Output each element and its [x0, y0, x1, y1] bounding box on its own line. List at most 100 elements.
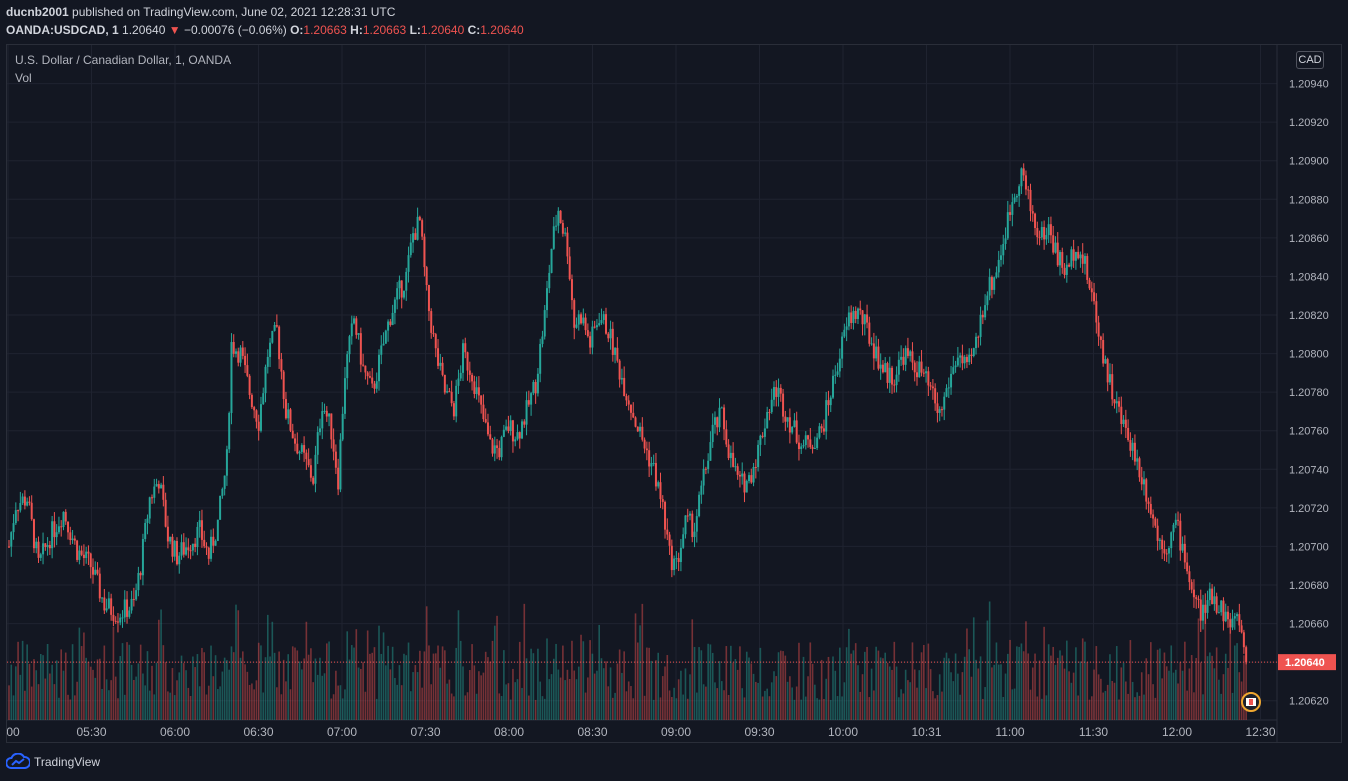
- candle-body: [856, 308, 859, 319]
- volume-bar: [344, 689, 346, 720]
- candle-body: [1145, 479, 1148, 502]
- candle-body: [1029, 189, 1032, 212]
- candle-body: [841, 336, 844, 359]
- volume-bar: [966, 628, 968, 720]
- candle-body: [1152, 514, 1155, 519]
- candle-body: [981, 314, 984, 318]
- x-tick-label: 11:00: [995, 725, 1024, 739]
- candle-body: [82, 554, 85, 559]
- volume-bar: [1202, 694, 1204, 720]
- candle-body: [620, 377, 623, 380]
- volume-bar: [650, 660, 653, 720]
- candle-body: [505, 426, 508, 430]
- candle-body: [1061, 252, 1064, 268]
- candle-body: [979, 314, 982, 337]
- candle-body: [679, 547, 682, 563]
- candle-body: [266, 356, 269, 367]
- volume-bar: [444, 650, 446, 720]
- candle-body: [689, 513, 691, 516]
- candle-body: [561, 223, 564, 234]
- candle-body: [1174, 519, 1177, 525]
- candle-body: [591, 326, 594, 348]
- candle-body: [151, 497, 154, 499]
- volume-bar: [160, 609, 162, 720]
- candle-body: [995, 272, 998, 278]
- volume-bar: [995, 642, 998, 720]
- candle-body: [398, 280, 401, 289]
- volume-bar: [78, 627, 81, 720]
- candle-body: [927, 371, 930, 386]
- candle-body: [766, 412, 769, 429]
- volume-bar: [1004, 673, 1007, 720]
- candle-body: [1059, 252, 1062, 266]
- y-tick-label: 1.20740: [1289, 464, 1329, 476]
- price-chart[interactable]: 1.20940 1.20920 1.20900 1.20880 1.20860 1.208…: [7, 45, 1342, 742]
- candle-body: [96, 569, 99, 574]
- candle-body: [480, 395, 483, 405]
- currency-badge[interactable]: CAD: [1296, 51, 1324, 69]
- candle-body: [26, 501, 29, 506]
- candle-body: [559, 210, 562, 224]
- volume-bar: [696, 692, 698, 720]
- candle-body: [807, 435, 810, 440]
- volume-bar: [827, 656, 830, 720]
- volume-label[interactable]: Vol: [15, 71, 32, 85]
- candle-body: [1002, 243, 1005, 256]
- volume-bar: [807, 676, 809, 720]
- last-price-tag: [1278, 654, 1336, 671]
- volume-bar: [182, 663, 185, 720]
- candle-body: [904, 348, 907, 365]
- candle-body: [130, 598, 133, 611]
- candle-body: [530, 393, 533, 405]
- candle-body: [502, 429, 505, 437]
- volume-bar: [834, 670, 837, 720]
- candle-body: [854, 310, 857, 319]
- candle-body: [427, 285, 430, 312]
- volume-bar: [743, 697, 746, 720]
- volume-bar: [305, 621, 308, 720]
- volume-bar: [739, 646, 741, 720]
- candle-body: [738, 474, 741, 477]
- volume-bar: [303, 658, 305, 720]
- publish-line: ducnb2001 published on TradingView.com, …: [6, 5, 395, 19]
- candle-body: [409, 242, 412, 256]
- volume-bar: [891, 669, 893, 720]
- author-name[interactable]: ducnb2001: [6, 5, 69, 19]
- candle-body: [911, 351, 914, 363]
- volume-bar: [119, 656, 122, 720]
- candle-body: [822, 428, 825, 432]
- volume-bar: [916, 687, 918, 720]
- candle-body: [557, 210, 560, 226]
- candle-body: [21, 496, 24, 503]
- volume-bar: [37, 684, 40, 720]
- volume-bar: [46, 643, 49, 720]
- volume-bar: [1043, 626, 1045, 720]
- volume-bar: [689, 674, 691, 720]
- volume-bar: [895, 666, 898, 720]
- volume-bar: [988, 601, 991, 720]
- volume-bar: [1045, 695, 1048, 720]
- volume-bar: [507, 683, 510, 720]
- candle-body: [71, 538, 74, 541]
- candle-body: [625, 396, 628, 401]
- candle-body: [906, 348, 909, 356]
- volume-bar: [1090, 696, 1093, 720]
- candle-body: [107, 598, 110, 609]
- volume-bar: [434, 653, 437, 720]
- volume-bar: [643, 695, 646, 720]
- candle-body: [291, 430, 294, 439]
- volume-bar: [42, 655, 44, 720]
- volume-bar: [589, 640, 591, 720]
- candle-body: [825, 400, 828, 432]
- tradingview-brand[interactable]: TradingView: [34, 755, 101, 769]
- volume-bar: [353, 647, 355, 720]
- volume-bar: [396, 684, 398, 720]
- volume-bar: [559, 677, 562, 720]
- candle-body: [491, 439, 494, 454]
- volume-bar: [618, 649, 621, 720]
- candle-body: [244, 355, 247, 366]
- volume-bar: [80, 646, 83, 720]
- volume-bar: [646, 647, 648, 720]
- volume-bar: [448, 679, 451, 720]
- candle-body: [1038, 237, 1041, 239]
